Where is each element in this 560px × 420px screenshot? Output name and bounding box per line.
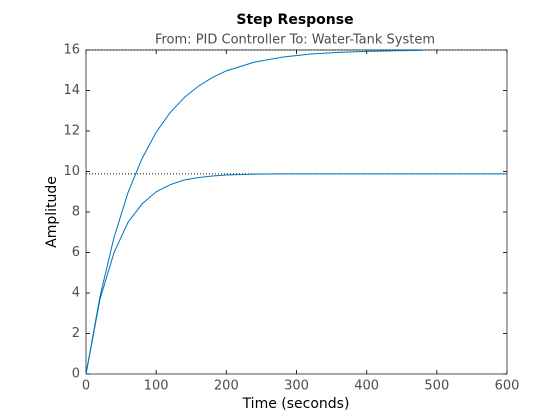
y-tick-label: 4 bbox=[72, 286, 80, 301]
y-tick-label: 14 bbox=[63, 83, 80, 98]
x-tick-label: 400 bbox=[354, 379, 379, 394]
x-tick-label: 600 bbox=[495, 379, 520, 394]
x-tick-label: 0 bbox=[82, 379, 90, 394]
y-tick-label: 0 bbox=[72, 367, 80, 382]
response-line bbox=[85, 49, 423, 375]
y-tick-label: 6 bbox=[72, 245, 80, 260]
chart-title: Step Response bbox=[236, 12, 353, 28]
y-tick-label: 2 bbox=[72, 326, 80, 341]
x-axis-label: Time (seconds) bbox=[242, 396, 350, 412]
x-tick-label: 500 bbox=[424, 379, 449, 394]
x-tick-label: 200 bbox=[214, 379, 239, 394]
chart-subtitle: From: PID Controller To: Water-Tank Syst… bbox=[155, 33, 435, 48]
x-tick-label: 100 bbox=[144, 379, 169, 394]
response-line bbox=[85, 173, 507, 375]
y-tick-label: 12 bbox=[63, 124, 80, 139]
y-axis-label: Amplitude bbox=[44, 176, 60, 248]
y-tick-label: 8 bbox=[72, 205, 80, 220]
y-tick-label: 16 bbox=[63, 43, 80, 58]
x-tick-label: 300 bbox=[284, 379, 309, 394]
y-tick-label: 10 bbox=[63, 164, 80, 179]
